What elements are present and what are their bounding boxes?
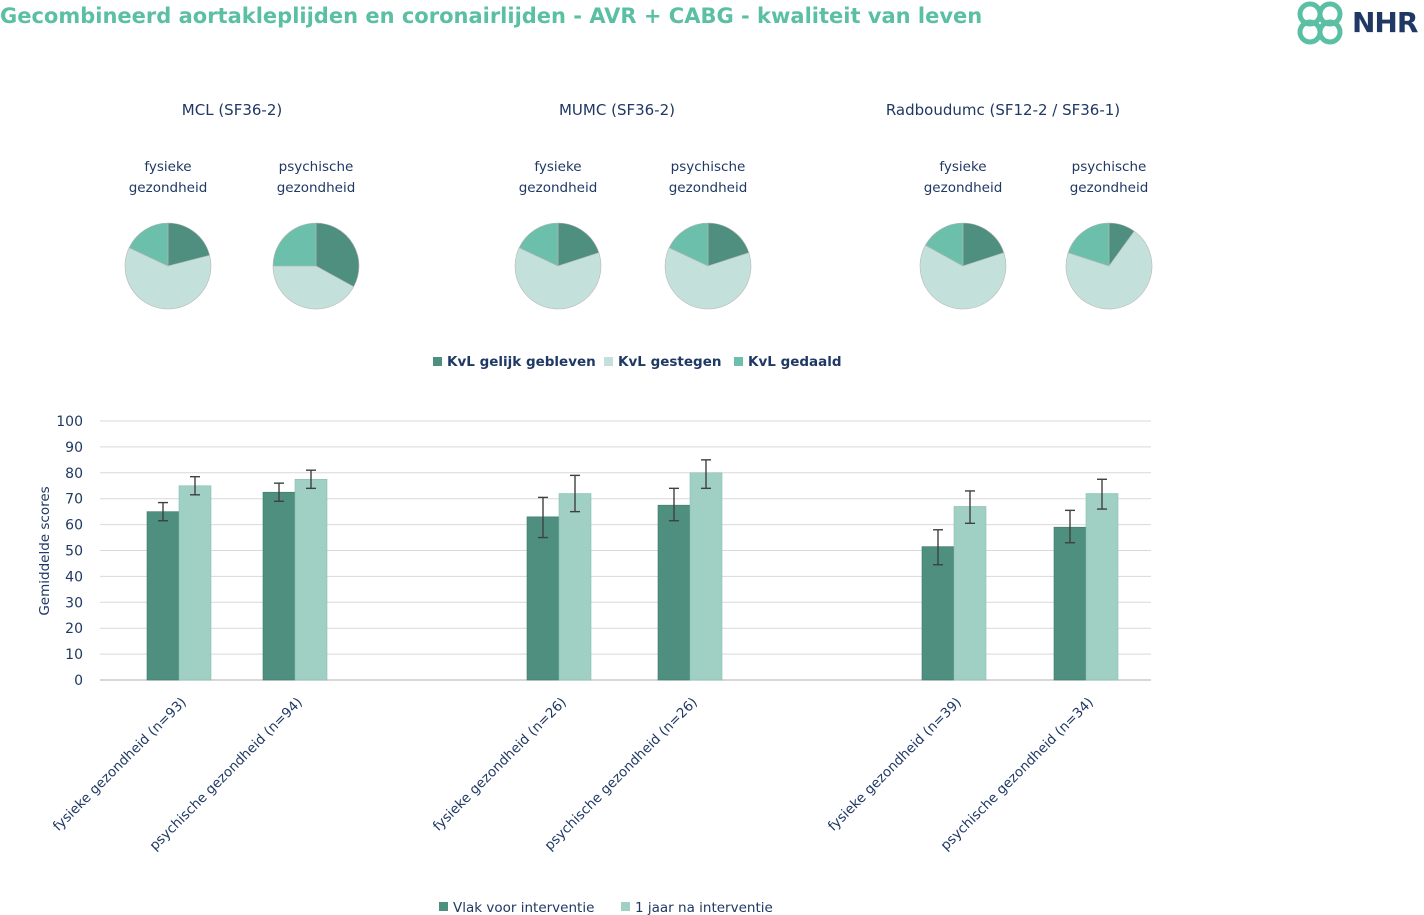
- bar-legend-label: 1 jaar na interventie: [635, 900, 773, 915]
- bar: [657, 504, 691, 681]
- pie-label: psychische: [279, 159, 354, 175]
- bar: [689, 472, 723, 681]
- y-tick-label: 30: [65, 595, 83, 611]
- y-tick-label: 80: [65, 466, 83, 482]
- bar: [526, 516, 560, 681]
- pie-slice: [1065, 230, 1153, 310]
- bar: [1085, 493, 1119, 681]
- nhr-logo: NHR: [1294, 0, 1424, 48]
- pie-label: gezondheid: [669, 180, 748, 196]
- bar: [921, 546, 955, 681]
- x-tick-label: fysieke gezondheid (n=26): [430, 695, 570, 835]
- x-tick-label: psychische gezondheid (n=34): [937, 695, 1096, 854]
- bar: [953, 506, 987, 681]
- pie-slice: [514, 247, 602, 310]
- y-tick-label: 100: [56, 414, 83, 430]
- logo-text: NHR: [1352, 6, 1418, 39]
- pie-label: fysieke: [144, 159, 191, 175]
- pie-label: fysieke: [939, 159, 986, 175]
- logo-knot-icon: [1297, 1, 1343, 45]
- pie-slice: [1067, 222, 1110, 267]
- pie-slice: [707, 222, 750, 267]
- pie-label: gezondheid: [277, 180, 356, 196]
- pie-slice: [557, 222, 600, 267]
- bar-legend-swatch: [621, 902, 630, 911]
- y-tick-label: 90: [65, 440, 83, 456]
- bar-legend-swatch: [439, 902, 448, 911]
- pie-legend-label: KvL gestegen: [618, 354, 721, 370]
- pie-slice: [924, 222, 964, 267]
- pie-slice: [128, 222, 169, 267]
- pie-slice: [167, 222, 211, 267]
- y-tick-label: 70: [65, 492, 83, 508]
- y-tick-label: 20: [65, 621, 83, 637]
- pie-legend-swatch: [734, 357, 743, 366]
- bar-legend-label: Vlak voor interventie: [453, 900, 594, 915]
- bar: [146, 511, 180, 681]
- y-tick-label: 50: [65, 544, 83, 560]
- pie-label: psychische: [671, 159, 746, 175]
- bar: [558, 493, 592, 681]
- pie-slice: [664, 247, 752, 310]
- pie-group-title: MUMC (SF36-2): [559, 101, 675, 119]
- x-tick-label: fysieke gezondheid (n=39): [825, 695, 965, 835]
- pie-legend-label: KvL gedaald: [748, 354, 842, 370]
- y-tick-label: 40: [65, 569, 83, 585]
- x-tick-label: fysieke gezondheid (n=93): [50, 695, 190, 835]
- pie-slice: [668, 222, 709, 267]
- pie-slice: [919, 244, 1007, 310]
- pie-label: gezondheid: [1070, 180, 1149, 196]
- pie-label: fysieke: [534, 159, 581, 175]
- pie-label: gezondheid: [129, 180, 208, 196]
- y-tick-label: 10: [65, 647, 83, 663]
- pie-legend-swatch: [604, 357, 613, 366]
- pie-label: gezondheid: [519, 180, 598, 196]
- pie-slice: [272, 222, 317, 267]
- pie-label: gezondheid: [924, 180, 1003, 196]
- pie-slice: [272, 265, 355, 310]
- pie-slice: [518, 222, 559, 267]
- bar: [1053, 526, 1087, 681]
- pie-group-title: Radboudumc (SF12-2 / SF36-1): [886, 101, 1120, 119]
- pie-slice: [124, 247, 212, 310]
- pie-slice: [962, 222, 1005, 267]
- y-axis-label: Gemiddelde scores: [37, 486, 53, 615]
- x-tick-label: psychische gezondheid (n=26): [541, 695, 700, 854]
- page-title: Gecombineerd aortakleplijden en coronair…: [0, 4, 983, 28]
- pie-legend-label: KvL gelijk gebleven: [447, 354, 596, 370]
- pie-slice: [315, 222, 360, 288]
- pie-label: psychische: [1072, 159, 1147, 175]
- pie-legend-swatch: [433, 357, 442, 366]
- y-tick-label: 0: [74, 673, 83, 689]
- pie-group-title: MCL (SF36-2): [182, 101, 282, 119]
- bar: [294, 478, 328, 681]
- bar: [178, 485, 212, 681]
- y-tick-label: 60: [65, 518, 83, 534]
- bar: [262, 491, 296, 681]
